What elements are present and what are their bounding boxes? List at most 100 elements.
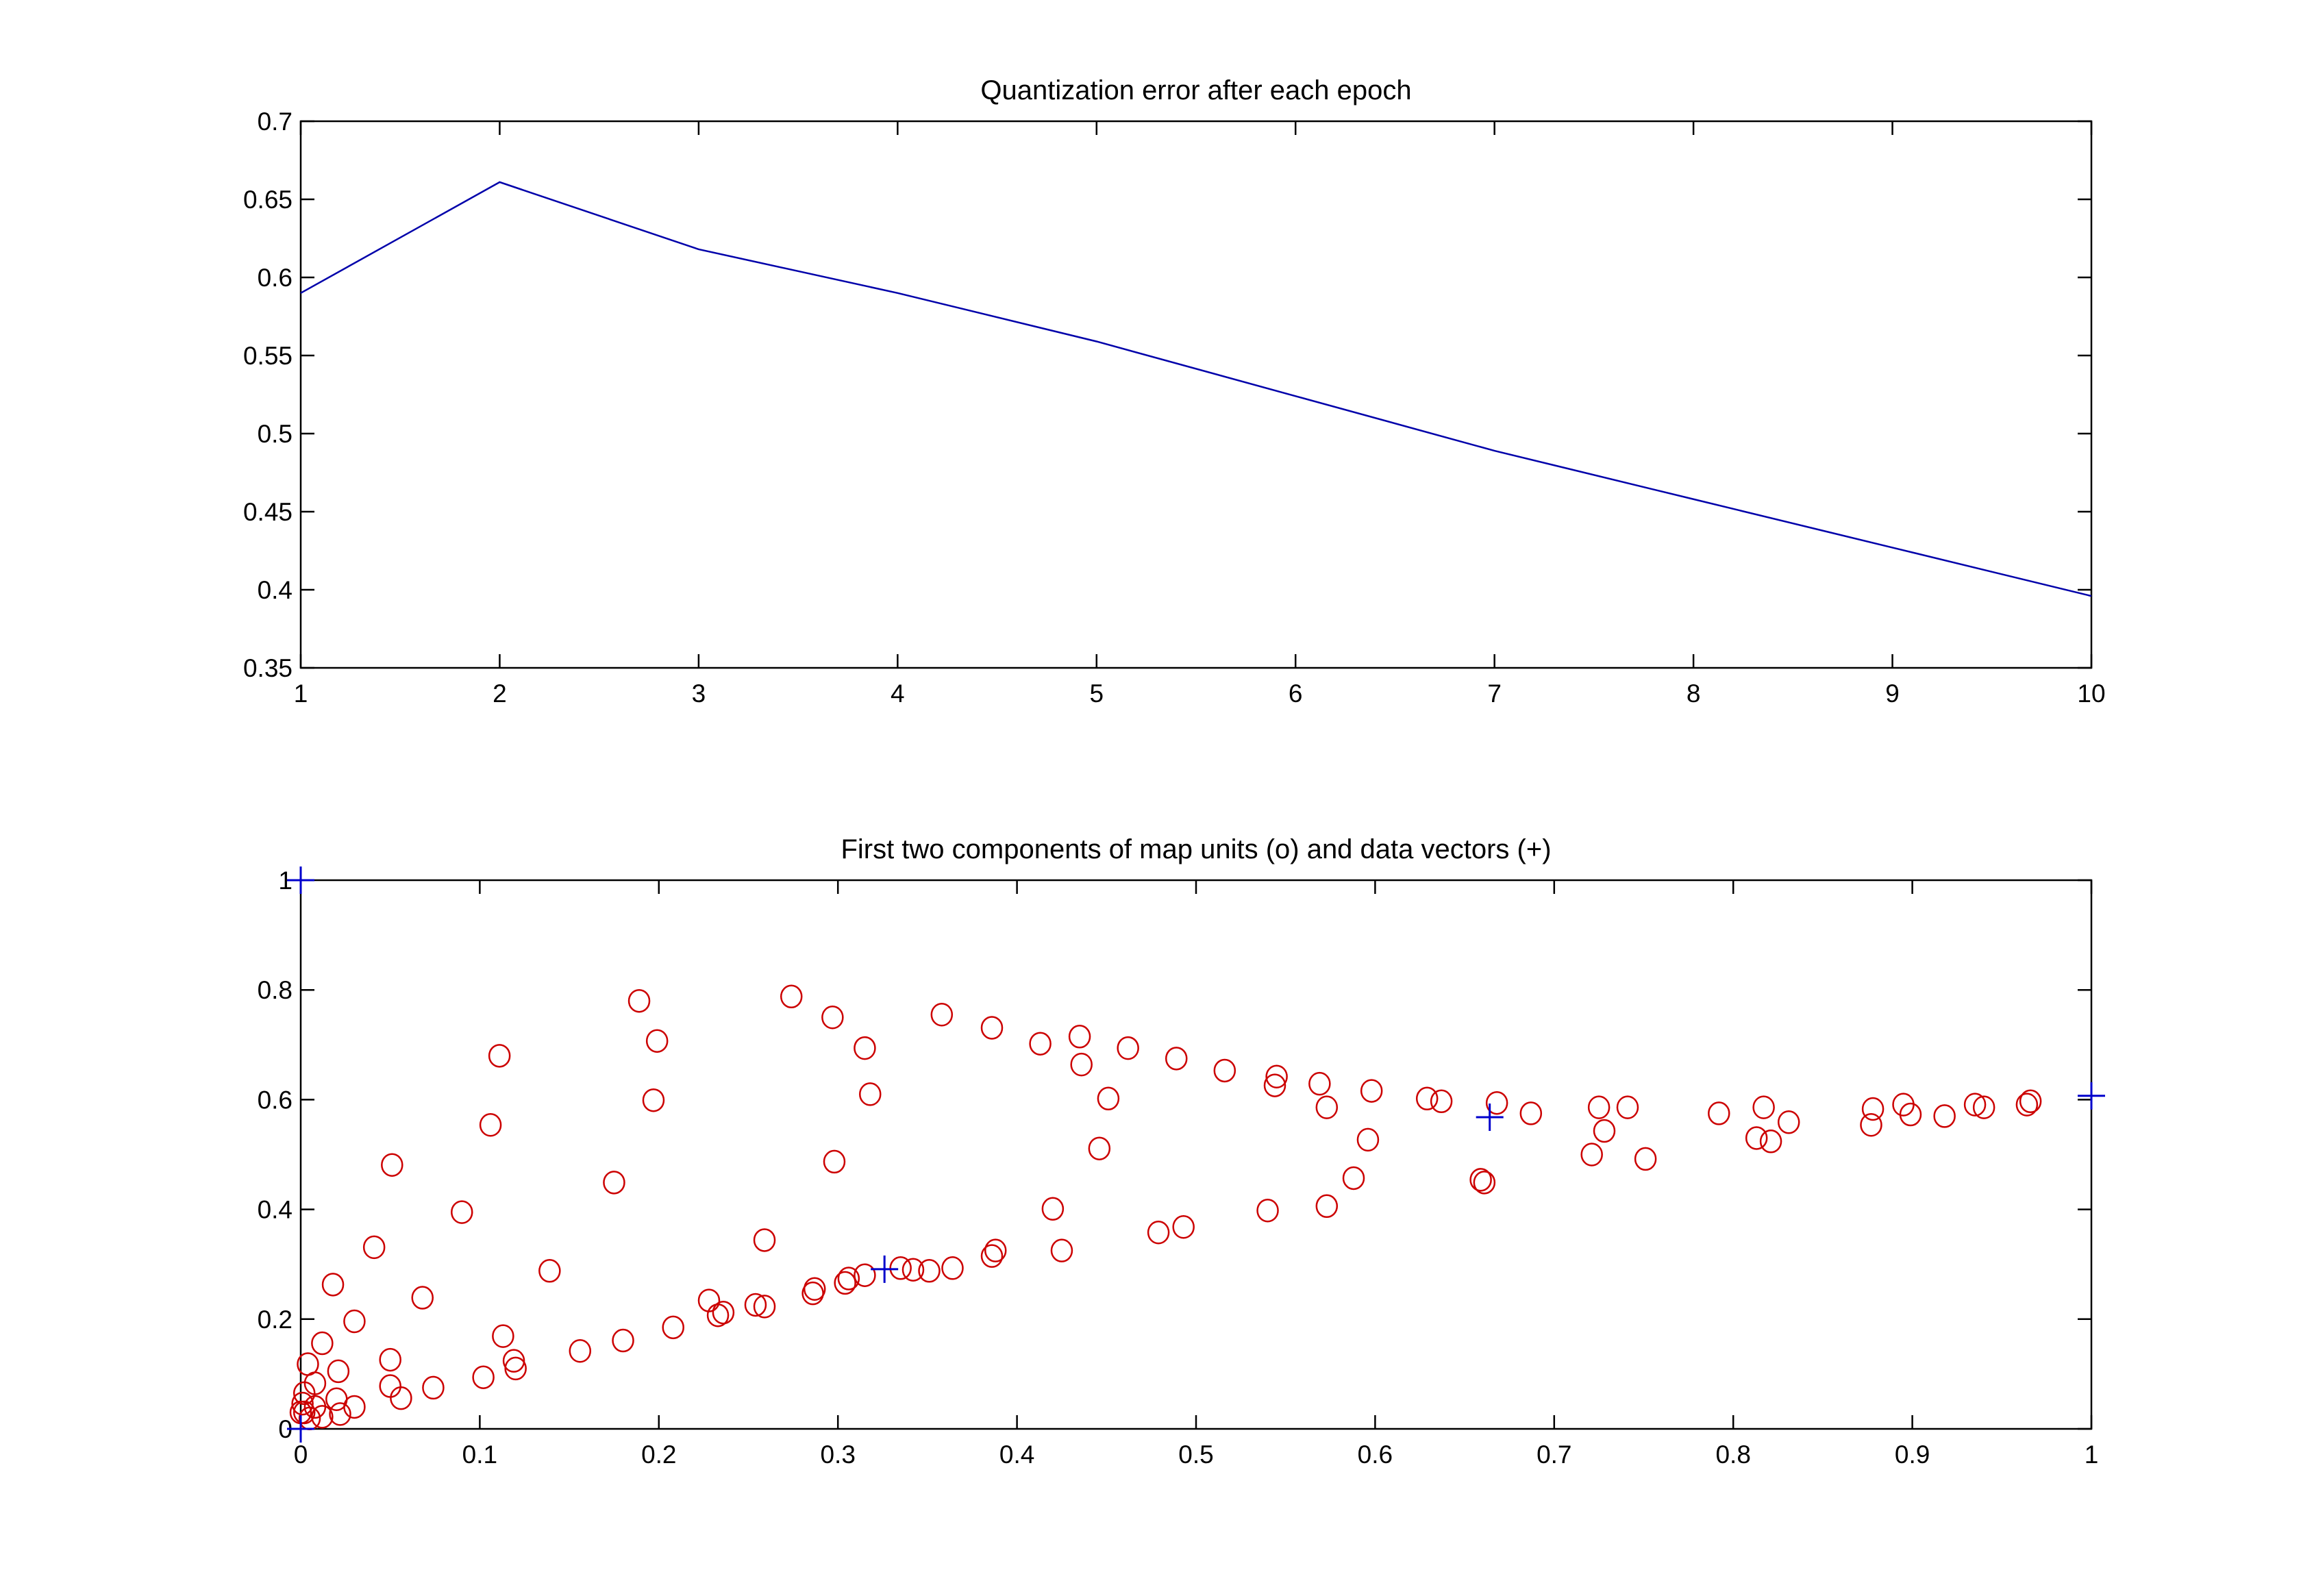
- map-unit-marker: [1415, 1086, 1439, 1111]
- x-tick-label: 4: [891, 679, 905, 708]
- data-vector-marker: [2078, 1082, 2105, 1110]
- map-unit-marker: [1485, 1090, 1508, 1115]
- map-unit-marker: [823, 1149, 846, 1174]
- map-unit-marker: [1029, 1032, 1052, 1056]
- x-tick-label: 0.4: [999, 1441, 1034, 1469]
- map-unit-marker: [422, 1375, 445, 1400]
- map-unit-marker: [569, 1339, 592, 1363]
- y-tick-label: 0.4: [258, 576, 293, 604]
- x-tick-label: 10: [2077, 679, 2105, 708]
- map-unit-marker: [1473, 1171, 1496, 1195]
- map-unit-marker: [1308, 1071, 1331, 1096]
- map-unit-marker: [321, 1273, 345, 1297]
- y-tick-label: 0.35: [243, 654, 293, 682]
- map-unit-marker: [1430, 1089, 1453, 1114]
- map-units-scatter-axes: 0 0.1 0.2 0.3 0.4 0.5 0.6 0.7 0.8 0.9 1 0 0.2 0.4 0.6 0…: [258, 834, 2105, 1469]
- map-unit-marker: [1752, 1095, 1775, 1119]
- map-unit-marker: [329, 1402, 351, 1426]
- map-unit-marker: [479, 1112, 502, 1137]
- map-unit-marker: [854, 1263, 876, 1287]
- data-vector-marker: [287, 866, 314, 894]
- map-unit-marker: [379, 1347, 401, 1372]
- map-unit-marker: [834, 1271, 856, 1295]
- x-tick-label: 7: [1487, 679, 1502, 708]
- y-tick-label: 0.5: [258, 420, 293, 448]
- map-unit-marker: [502, 1349, 525, 1373]
- x-tick-label: 1: [294, 679, 308, 708]
- map-unit-marker: [889, 1256, 912, 1280]
- map-unit-marker: [1356, 1127, 1380, 1152]
- error-line: [300, 181, 2092, 597]
- map-unit-marker: [780, 984, 803, 1009]
- plot-frame: [299, 879, 2093, 1430]
- map-unit-marker: [1165, 1047, 1188, 1071]
- map-unit-marker: [1315, 1194, 1339, 1219]
- x-tick-label: 5: [1089, 679, 1104, 708]
- map-unit-marker: [1745, 1126, 1768, 1150]
- map-unit-marker: [311, 1405, 334, 1429]
- y-tick-label: 0.6: [258, 264, 293, 292]
- map-unit-marker: [603, 1171, 625, 1195]
- map-unit-marker: [2019, 1089, 2042, 1114]
- x-tick-label: 0.5: [1178, 1441, 1213, 1469]
- map-unit-marker: [504, 1356, 527, 1381]
- quantization-error-axes: 1 2 3 4 5 6 7 8 9 10 0.35 0.4 0.45 0.5 0.55 0.6 0.65 0.7 Q…: [243, 75, 2106, 708]
- x-tick-label: 0.9: [1895, 1441, 1930, 1469]
- map-unit-marker: [1360, 1079, 1383, 1103]
- map-unit-marker: [697, 1288, 721, 1312]
- map-unit-marker: [980, 1016, 1004, 1040]
- map-unit-marker: [291, 1391, 314, 1416]
- map-unit-marker: [1972, 1095, 1995, 1119]
- map-unit-marker: [293, 1381, 316, 1406]
- data-vector-marker: [1476, 1104, 1504, 1132]
- map-unit-marker: [1315, 1095, 1339, 1119]
- x-tick-label: 3: [692, 679, 706, 708]
- map-unit-marker: [411, 1286, 434, 1310]
- map-unit-marker: [662, 1315, 684, 1340]
- map-unit-marker: [612, 1328, 634, 1353]
- map-unit-marker: [859, 1082, 882, 1106]
- map-unit-marker: [801, 1281, 824, 1306]
- map-unit-marker: [854, 1036, 876, 1060]
- map-unit-marker: [1213, 1058, 1236, 1083]
- map-unit-marker: [627, 988, 651, 1013]
- x-tick-label: 1: [2085, 1441, 2099, 1469]
- map-unit-marker: [451, 1200, 473, 1224]
- map-unit-marker: [492, 1324, 514, 1348]
- map-unit-marker: [1933, 1104, 1956, 1128]
- map-unit-marker: [1860, 1112, 1882, 1137]
- y-tick-label: 0.55: [243, 342, 293, 370]
- map-unit-marker: [918, 1259, 941, 1283]
- y-tick-label: 0.4: [258, 1196, 293, 1224]
- map-unit-marker: [1070, 1052, 1093, 1077]
- map-unit-marker: [1708, 1101, 1730, 1125]
- chart-title: Quantization error after each epoch: [980, 75, 1411, 105]
- map-unit-marker: [1616, 1095, 1639, 1119]
- map-unit-marker: [1256, 1198, 1279, 1223]
- map-unit-marker: [744, 1293, 767, 1317]
- map-unit-marker: [941, 1256, 964, 1280]
- data-vector-marker: [287, 1415, 314, 1443]
- y-tick-label: 0.65: [243, 186, 293, 214]
- map-unit-marker: [821, 1006, 844, 1030]
- map-unit-marker: [1593, 1119, 1616, 1143]
- map-unit-marker: [362, 1235, 386, 1260]
- y-tick-label: 0.8: [258, 976, 293, 1004]
- x-tick-label: 0.6: [1358, 1441, 1393, 1469]
- map-unit-marker: [343, 1309, 366, 1334]
- y-tick-label: 0: [278, 1415, 293, 1443]
- map-unit-marker: [1263, 1073, 1286, 1097]
- map-unit-marker: [311, 1331, 334, 1356]
- map-unit-marker: [1147, 1220, 1170, 1245]
- map-unit-marker: [1342, 1166, 1365, 1190]
- map-unit-marker: [1469, 1168, 1492, 1192]
- x-tick-label: 2: [493, 679, 507, 708]
- y-tick-label: 0.7: [258, 108, 293, 136]
- map-unit-marker: [390, 1386, 412, 1410]
- map-unit-marker: [901, 1258, 925, 1282]
- map-unit-marker: [837, 1267, 860, 1290]
- x-tick-label: 0.3: [820, 1441, 855, 1469]
- map-unit-marker: [381, 1153, 403, 1177]
- map-unit-marker: [712, 1300, 735, 1325]
